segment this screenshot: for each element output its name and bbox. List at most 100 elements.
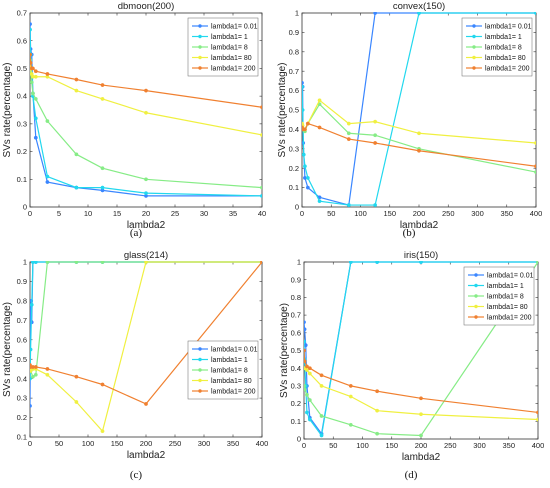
data-point [30, 403, 32, 408]
data-point [419, 261, 423, 264]
legend-entry: lambda1= 200 [211, 66, 256, 73]
x-tick-label: 250 [169, 439, 182, 448]
x-tick-label: 350 [227, 439, 240, 448]
series-line [30, 24, 262, 197]
y-tick-label: 0.2 [17, 413, 27, 422]
series-line [304, 261, 538, 437]
data-point [100, 261, 105, 264]
panel-caption: (b) [403, 227, 416, 239]
x-tick-label: 400 [256, 439, 269, 448]
legend-marker [198, 389, 202, 393]
data-point [375, 261, 380, 264]
y-tick-label: 0.9 [17, 277, 27, 286]
x-tick-label: 30 [200, 209, 208, 218]
data-point [45, 261, 50, 264]
legend-marker [474, 294, 478, 298]
legend-entry: lambda1= 8 [211, 45, 248, 52]
legend-marker [198, 368, 202, 372]
legend-entry: lambda1= 0.01 [211, 347, 258, 354]
x-tick-label: 10 [84, 209, 92, 218]
x-tick-label: 50 [329, 441, 337, 450]
legend-marker [472, 34, 476, 39]
data-point [346, 137, 351, 142]
chart-convex-150: 0 50 100 150 200 250 300 350 400 0 0.1 0.2 0.3 0.4 0.5… [277, 1, 542, 239]
panel-caption: (a) [130, 227, 143, 239]
data-point [319, 414, 324, 418]
data-point [375, 408, 380, 413]
data-point [100, 382, 105, 387]
data-point [45, 119, 50, 123]
series-group [304, 261, 538, 438]
legend-entry: lambda1= 1 [211, 34, 248, 41]
data-point [30, 376, 32, 381]
data-point [33, 74, 38, 79]
data-point [30, 347, 33, 352]
data-point [74, 400, 79, 404]
y-tick-label: 0.4 [291, 364, 301, 373]
x-axis-label: lambda2 [400, 220, 439, 231]
data-point [33, 116, 38, 121]
chart-title: convex(150) [393, 1, 445, 12]
y-tick-label: 0 [295, 203, 299, 212]
legend-entry: lambda1= 8 [211, 368, 248, 375]
data-point [260, 194, 262, 198]
panel-caption: (d) [405, 469, 418, 481]
legend-marker [198, 34, 202, 39]
data-point [31, 91, 35, 96]
x-tick-label: 0 [302, 441, 306, 450]
y-tick-label: 0.2 [291, 399, 301, 408]
data-point [30, 302, 34, 307]
data-point [307, 398, 312, 402]
y-tick-label: 0.9 [289, 28, 299, 37]
legend: lambda1= 0.01 lambda1= 1 lambda1= 8 lambda1… [187, 340, 259, 400]
x-tick-label: 40 [258, 209, 266, 218]
y-tick-label: 0.7 [17, 316, 27, 325]
y-axis-label: SVs rate(percentage) [2, 62, 13, 157]
data-point [144, 88, 148, 93]
data-point [419, 433, 423, 438]
x-tick-label: 150 [385, 441, 398, 450]
y-tick-label: 0 [23, 203, 27, 212]
y-tick-label: 0.7 [17, 9, 27, 18]
legend-marker [472, 55, 476, 60]
legend-entry: lambda1= 80 [487, 304, 528, 311]
data-point [33, 135, 38, 140]
y-tick-label: 0.3 [291, 382, 301, 391]
legend-entry: lambda1= 1 [487, 283, 524, 290]
legend: lambda1= 0.01 lambda1= 1 lambda1= 8 lambda1… [187, 17, 259, 77]
data-point [307, 366, 312, 371]
x-tick-label: 400 [530, 209, 543, 218]
x-tick-label: 350 [502, 441, 515, 450]
x-tick-label: 250 [444, 441, 457, 450]
data-point [31, 374, 35, 379]
x-tick-label: 50 [55, 439, 63, 448]
data-point [45, 72, 50, 76]
data-point [31, 66, 35, 71]
data-point [302, 84, 304, 89]
x-axis-label: lambda2 [127, 450, 166, 461]
series-line [30, 54, 262, 108]
x-tick-label: 15 [113, 209, 121, 218]
y-tick-label: 0.6 [17, 36, 27, 45]
data-point [304, 348, 306, 353]
legend-marker [474, 304, 478, 309]
y-tick-label: 0 [297, 435, 301, 444]
y-tick-label: 0.4 [17, 92, 27, 101]
data-point [33, 261, 38, 264]
data-point [302, 80, 304, 85]
data-point [536, 417, 538, 422]
data-point [534, 164, 536, 169]
legend-marker [198, 357, 202, 362]
data-point [373, 12, 378, 15]
data-point [303, 127, 307, 132]
y-tick-label: 0.3 [17, 119, 27, 128]
data-point [417, 148, 421, 153]
y-tick-label: 0.9 [291, 275, 301, 284]
x-tick-label: 20 [142, 209, 150, 218]
legend-entry: lambda1= 1 [211, 357, 248, 364]
data-point [45, 367, 50, 371]
y-tick-label: 1 [297, 258, 301, 267]
legend-marker [472, 24, 476, 28]
y-tick-label: 0.8 [291, 293, 301, 302]
